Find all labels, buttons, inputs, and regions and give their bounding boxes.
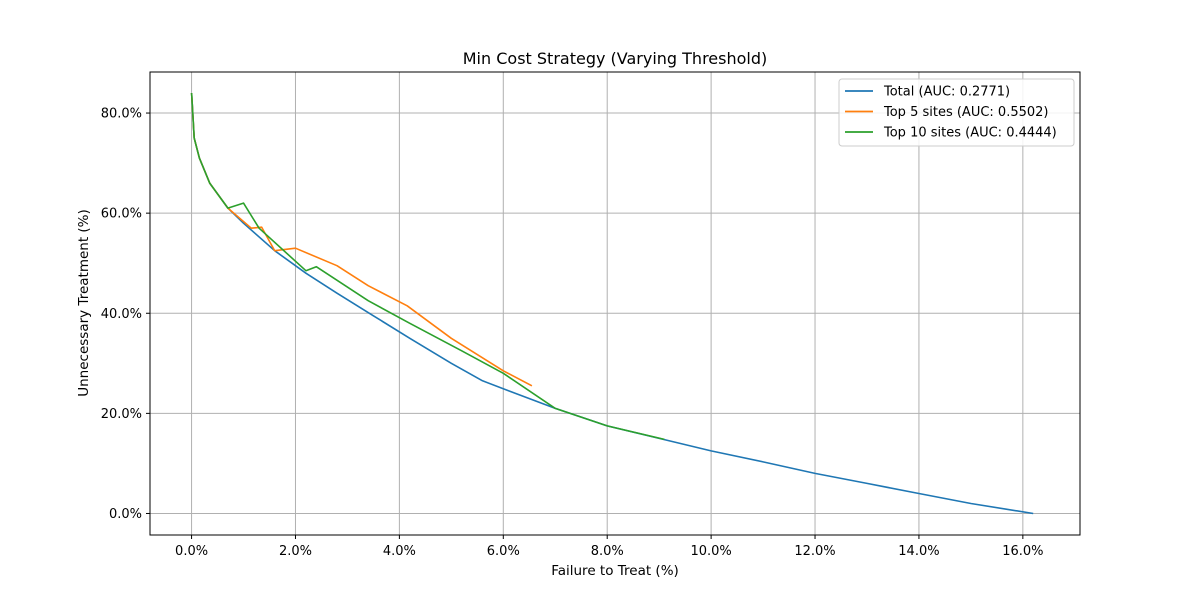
legend: Total (AUC: 0.2771) Top 5 sites (AUC: 0.5… [838,78,1075,147]
plot-frame [149,71,1081,536]
series-line-2 [190,92,533,387]
plot-series [190,92,1034,515]
x-tick-label: 12.0% [794,544,835,559]
legend-label: Total (AUC: 0.2771) [883,85,1010,100]
x-tick-label: 8.0% [591,544,624,559]
y-tick-label: 40.0% [101,307,142,322]
y-axis-label: Unnecessary Treatment (%) [76,209,92,397]
x-axis-ticks: 0.0% 2.0% 4.0% 6.0% 8.0% 10.0% 12.0% 14.0% 16.0% [175,535,1044,559]
y-tick-label: 80.0% [101,107,142,122]
series-line-3 [190,92,665,441]
y-tick-label: 60.0% [101,207,142,222]
x-tick-label: 2.0% [279,544,312,559]
legend-label: Top 5 sites (AUC: 0.5502) [883,105,1049,120]
y-tick-label: 20.0% [101,407,142,422]
x-axis-label: Failure to Treat (%) [551,563,679,579]
y-tick-label: 0.0% [109,507,142,522]
y-axis-ticks: 0.0% 20.0% 40.0% 60.0% 80.0% [101,107,150,522]
x-tick-label: 6.0% [487,544,520,559]
legend-box [838,78,1075,147]
x-tick-label: 10.0% [690,544,731,559]
legend-label: Top 10 sites (AUC: 0.4444) [883,126,1057,141]
x-tick-label: 14.0% [898,544,939,559]
series-line-1 [190,92,1034,515]
chart-title: Min Cost Strategy (Varying Threshold) [463,49,768,68]
x-tick-label: 16.0% [1002,544,1043,559]
x-tick-label: 4.0% [383,544,416,559]
x-tick-label: 0.0% [175,544,208,559]
